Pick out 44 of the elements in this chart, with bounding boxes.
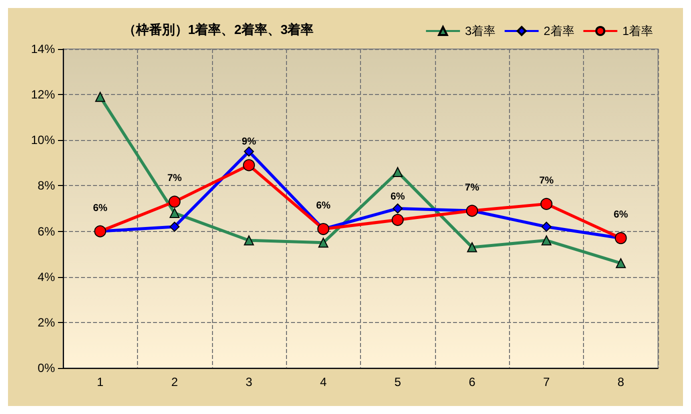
point: [392, 204, 403, 214]
point: [242, 159, 255, 172]
data-label: 6%: [92, 202, 108, 214]
chart-title: （枠番別）1着率、2着率、3着率: [123, 22, 314, 37]
x-tick-label: 8: [617, 375, 624, 389]
point: [616, 258, 626, 268]
data-label: 7%: [464, 182, 480, 194]
point: [392, 167, 403, 178]
y-tick-label: 8%: [38, 178, 56, 193]
data-label: 7%: [539, 175, 554, 186]
point: [540, 198, 552, 210]
point: [541, 222, 552, 232]
data-label: 6%: [390, 191, 406, 202]
point: [170, 208, 180, 218]
x-tick-label: 1: [96, 375, 104, 389]
x-tick-label: 5: [394, 375, 402, 389]
point: [168, 196, 181, 208]
point: [392, 214, 404, 226]
point: [95, 92, 106, 102]
data-label: 7%: [167, 173, 182, 184]
y-tick-label: 0%: [38, 361, 56, 375]
x-tick-label: 6: [468, 375, 476, 389]
legend-label: 1着率: [622, 24, 654, 38]
x-tick-label: 7: [543, 375, 550, 389]
data-label: 6%: [614, 210, 628, 221]
x-tick-label: 3: [246, 375, 253, 389]
y-tick-label: 6%: [38, 224, 56, 238]
x-tick-label: 2: [171, 375, 178, 389]
y-tick-label: 4%: [38, 270, 56, 284]
x-tick-label: 4: [320, 375, 327, 389]
point: [244, 146, 254, 157]
legend-label: 2着率: [544, 24, 574, 38]
y-tick-label: 14%: [30, 42, 56, 56]
y-tick-label: 2%: [38, 315, 56, 330]
point: [170, 222, 180, 232]
data-label: 6%: [316, 200, 331, 212]
legend-label: 3着率: [464, 24, 496, 38]
point: [318, 238, 328, 248]
point: [541, 235, 552, 246]
point: [244, 235, 254, 246]
point: [467, 242, 478, 252]
y-tick-label: 12%: [30, 88, 56, 102]
y-tick-label: 10%: [30, 133, 56, 148]
data-label: 9%: [242, 136, 256, 148]
